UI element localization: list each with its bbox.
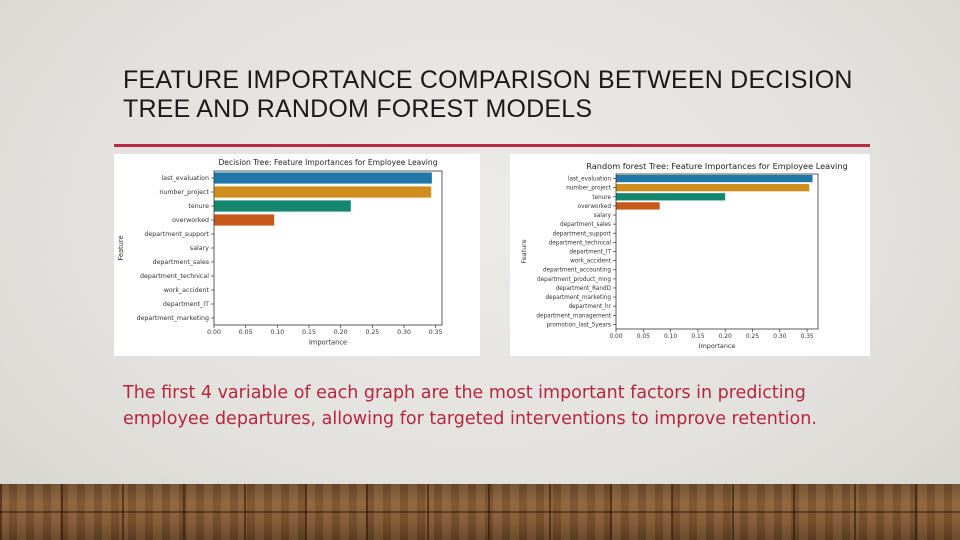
y-tick-label: overworked xyxy=(578,204,612,210)
y-axis-label: Feature xyxy=(117,235,125,260)
y-tick-label: department_technical xyxy=(549,240,612,246)
x-axis-label: Importance xyxy=(699,342,736,350)
x-tick-label: 0.25 xyxy=(746,334,759,340)
bar-tenure xyxy=(214,200,351,212)
slide-title: FEATURE IMPORTANCE COMPARISON BETWEEN DE… xyxy=(123,66,853,123)
y-tick-label: department_RandD xyxy=(556,286,612,292)
y-tick-label: department_product_mng xyxy=(537,277,611,283)
bar-last-evaluation xyxy=(616,174,813,183)
y-tick-label: salary xyxy=(190,245,209,252)
y-tick-label: department_support xyxy=(553,231,612,237)
decision-tree-chart: Decision Tree: Feature Importances for E… xyxy=(114,154,480,356)
bar-number-project xyxy=(214,186,432,198)
floor-seam xyxy=(0,511,960,513)
x-tick-label: 0.15 xyxy=(302,329,316,336)
y-tick-label: tenure xyxy=(188,203,209,210)
x-tick-label: 0.35 xyxy=(429,329,443,336)
x-tick-label: 0.20 xyxy=(334,329,348,336)
y-tick-label: number_project xyxy=(159,189,209,196)
y-tick-label: last_evaluation xyxy=(161,175,209,182)
x-tick-label: 0.25 xyxy=(365,329,379,336)
y-tick-label: number_project xyxy=(566,186,612,192)
y-tick-label: department_IT xyxy=(569,249,611,255)
plot-frame xyxy=(213,170,443,326)
y-tick-label: department_sales xyxy=(153,259,209,266)
slide-caption: The first 4 variable of each graph are t… xyxy=(123,383,817,429)
y-tick-label: work_accident xyxy=(570,259,612,265)
x-tick-label: 0.30 xyxy=(397,329,411,336)
wood-floor-decoration xyxy=(0,484,960,540)
x-tick-label: 0.00 xyxy=(207,329,221,336)
y-tick-label: last_evaluation xyxy=(568,177,611,183)
y-tick-label: department_marketing xyxy=(546,295,612,301)
y-tick-label: department_management xyxy=(536,313,611,319)
y-tick-label: department_technical xyxy=(140,273,209,280)
x-tick-label: 0.05 xyxy=(637,334,650,340)
y-tick-label: department_accounting xyxy=(543,268,611,274)
y-tick-label: promotion_last_5years xyxy=(547,322,611,328)
x-tick-label: 0.35 xyxy=(801,334,814,340)
y-tick-label: department_sales xyxy=(560,222,611,228)
bar-overworked xyxy=(214,214,275,226)
title-divider xyxy=(114,144,870,147)
y-tick-label: department_marketing xyxy=(137,315,210,322)
y-tick-label: overworked xyxy=(172,217,209,224)
x-axis-label: Importance xyxy=(309,339,347,347)
y-tick-label: work_accident xyxy=(164,287,210,294)
y-tick-label: salary xyxy=(594,213,612,219)
y-tick-label: department_hr xyxy=(569,304,612,310)
x-tick-label: 0.10 xyxy=(664,334,677,340)
bar-number-project xyxy=(616,184,810,192)
chart-title: Decision Tree: Feature Importances for E… xyxy=(218,158,437,167)
y-tick-label: tenure xyxy=(592,195,611,201)
bar-overworked xyxy=(616,202,660,210)
random-forest-chart: Random forest Tree: Feature Importances … xyxy=(510,154,870,356)
x-tick-label: 0.05 xyxy=(239,329,253,336)
x-tick-label: 0.00 xyxy=(609,334,622,340)
y-axis-label: Feature xyxy=(520,239,528,263)
x-tick-label: 0.20 xyxy=(719,334,732,340)
y-tick-label: department_support xyxy=(144,231,209,238)
x-tick-label: 0.15 xyxy=(691,334,704,340)
x-tick-label: 0.10 xyxy=(270,329,284,336)
x-tick-label: 0.30 xyxy=(773,334,786,340)
bar-tenure xyxy=(616,193,726,201)
plot-frame xyxy=(615,173,819,330)
bar-last-evaluation xyxy=(214,172,432,184)
chart-title: Random forest Tree: Feature Importances … xyxy=(586,161,847,171)
y-tick-label: department_IT xyxy=(163,301,209,308)
